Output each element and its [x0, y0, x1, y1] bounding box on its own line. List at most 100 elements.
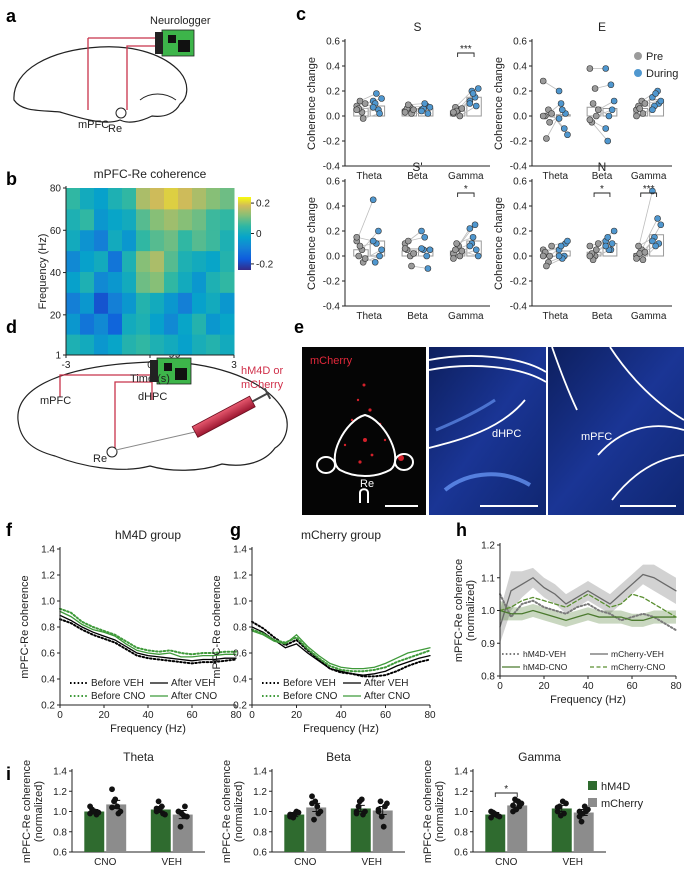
region-label: mPFC: [581, 431, 612, 443]
x-axis-label: Frequency (Hz): [550, 694, 626, 706]
legend-label: mCherry-VEH: [611, 649, 664, 659]
x-axis-label: Frequency (Hz): [110, 723, 186, 735]
x-tick-label: 20: [538, 681, 550, 692]
y-tick-label: 0.8: [253, 827, 267, 838]
legend-label: After CNO: [364, 691, 410, 702]
data-point: [586, 242, 594, 250]
data-point: [155, 798, 162, 805]
heat-cell: [150, 334, 165, 356]
data-point: [474, 252, 482, 260]
legend-label: After VEH: [364, 678, 408, 689]
data-point: [652, 90, 659, 97]
data-point: [469, 90, 477, 97]
region-label: dHPC: [492, 428, 521, 440]
y-tick-label: 1.2: [253, 787, 267, 798]
data-point: [175, 808, 182, 815]
significance-label: *: [600, 184, 604, 195]
heat-cell: [178, 188, 193, 210]
panel-label: f: [6, 520, 13, 540]
panel-label: c: [296, 4, 306, 24]
heat-cell: [94, 313, 109, 335]
significance-label: *: [504, 784, 508, 795]
y-tick-label: -0.4: [323, 162, 341, 173]
x-tick-label: Beta: [592, 311, 613, 322]
bar: [551, 808, 572, 852]
heat-cell: [220, 229, 235, 252]
heat-cell: [178, 250, 193, 272]
data-point: [555, 115, 563, 122]
x-tick-label: 0: [249, 710, 255, 721]
y-axis-label: Frequency (Hz): [37, 234, 49, 310]
data-point: [472, 102, 480, 110]
y-axis-label: Coherence change: [306, 197, 318, 290]
y-tick-label: 0.6: [53, 848, 67, 859]
chart-title: Theta: [123, 750, 154, 764]
legend-label: hM4D: [601, 781, 630, 793]
heat-cell: [178, 271, 193, 293]
x-tick-label: VEH: [361, 857, 382, 868]
y-tick-label: 0.0: [513, 112, 527, 123]
data-point: [513, 806, 520, 813]
data-point: [586, 252, 594, 260]
data-point: [652, 242, 659, 250]
heat-cell: [164, 229, 179, 252]
y-tick-label: 0.8: [233, 623, 247, 634]
brain-diagram-a: Neurologger mPFC Re: [13, 15, 211, 135]
y-tick-label: 0.0: [326, 112, 340, 123]
y-tick-label: 0.2: [326, 87, 340, 98]
data-point: [458, 247, 466, 255]
y-tick-label: 1.0: [481, 606, 495, 617]
colorbar-tick-label: 0: [256, 229, 262, 240]
heat-cell: [80, 271, 95, 293]
data-point: [608, 106, 616, 114]
heat-cell: [108, 313, 123, 335]
data-point: [453, 240, 460, 247]
data-point: [359, 115, 367, 122]
pair-line: [641, 218, 658, 250]
heat-cell: [178, 313, 193, 335]
device-label: Neurologger: [150, 15, 211, 27]
data-point: [410, 106, 417, 114]
data-point: [410, 250, 417, 257]
data-point: [376, 110, 383, 117]
data-point: [657, 221, 665, 229]
heat-cell: [192, 188, 207, 210]
heat-cell: [80, 229, 95, 252]
heat-cell: [94, 208, 109, 231]
data-point: [589, 100, 597, 107]
y-axis-label: (normalized): [465, 580, 477, 641]
data-point: [474, 85, 482, 92]
bar: [150, 809, 171, 852]
data-point: [564, 237, 571, 245]
series-line: [499, 609, 677, 622]
data-point: [421, 100, 429, 107]
heat-cell: [164, 271, 179, 293]
y-tick-label: 0.2: [41, 701, 55, 712]
panel-label: g: [230, 520, 241, 540]
data-point: [610, 227, 618, 235]
y-tick-label: 0.2: [513, 87, 527, 98]
heat-cell: [164, 313, 179, 335]
chart-title: Gamma: [518, 750, 561, 764]
virus-label: hM4D or: [241, 365, 284, 377]
data-point: [633, 255, 640, 262]
data-point: [649, 106, 656, 114]
data-point: [546, 118, 553, 126]
heat-cell: [206, 229, 221, 252]
x-tick-label: VEH: [562, 857, 583, 868]
chart-title: E: [598, 20, 606, 34]
heat-cell: [108, 188, 123, 210]
heat-cell: [122, 271, 137, 293]
data-point: [378, 95, 385, 102]
data-point: [610, 97, 618, 105]
x-tick-label: 40: [142, 710, 154, 721]
colorbar-tick-label: 0.2: [256, 199, 270, 210]
colorbar-tick-label: -0.2: [256, 259, 274, 270]
data-point: [654, 215, 661, 222]
series-line: [251, 620, 431, 678]
legend-label: Before CNO: [91, 691, 146, 702]
heat-cell: [122, 250, 137, 272]
bar: [106, 804, 127, 852]
data-point: [401, 108, 409, 116]
